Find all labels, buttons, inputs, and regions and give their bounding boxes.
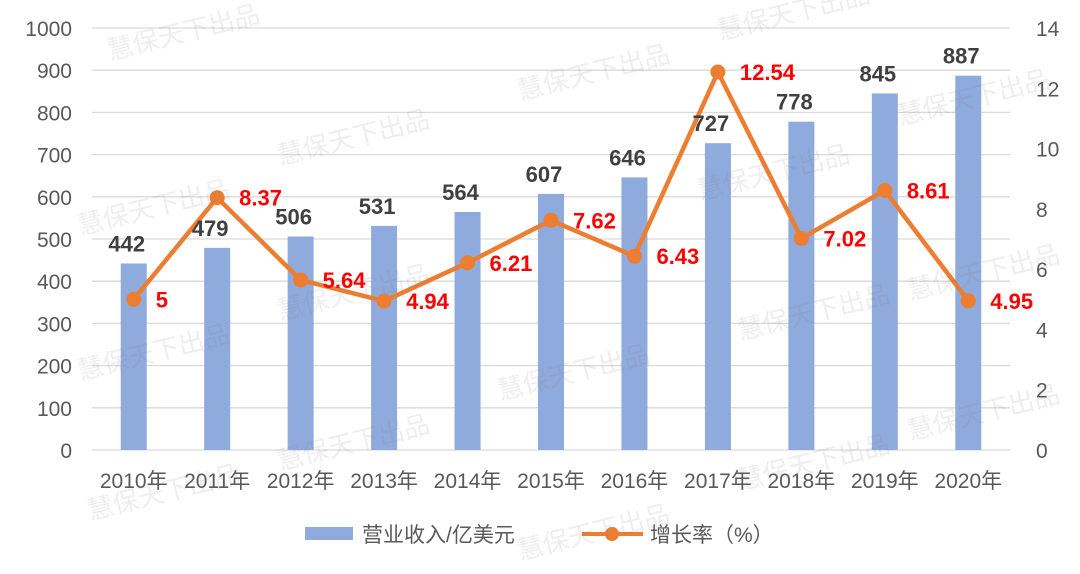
growth-point — [960, 293, 976, 309]
x-tick: 2014年 — [434, 470, 502, 493]
watermark-text: 慧保天下出品 — [514, 39, 673, 106]
bar-value-label: 646 — [609, 145, 646, 170]
y-left-tick: 500 — [37, 229, 72, 252]
y-right-tick: 0 — [1036, 440, 1048, 463]
growth-value-label: 8.61 — [907, 178, 950, 203]
x-tick: 2011年 — [184, 470, 250, 493]
growth-value-label: 6.21 — [490, 251, 533, 276]
x-tick: 2010年 — [100, 470, 168, 493]
growth-point — [376, 293, 392, 309]
bar — [955, 75, 982, 450]
bar-value-label: 564 — [442, 180, 479, 205]
line-data-labels: 5 8.37 5.64 4.94 6.21 7.62 6.43 12.54 7.02 8.61 4.… — [156, 60, 1033, 314]
bar-data-labels: 442 479 506 531 564 607 646 727 778 845 887 — [108, 44, 979, 257]
y-left-tick: 900 — [37, 60, 72, 83]
y-left-tick: 1000 — [25, 18, 72, 41]
growth-value-label: 6.43 — [656, 244, 699, 269]
watermark-text: 慧保天下出品 — [104, 0, 263, 66]
y-left-tick: 200 — [37, 356, 72, 379]
watermark-text: 慧保天下出品 — [274, 104, 433, 171]
bar — [621, 177, 648, 450]
x-tick: 2020年 — [934, 470, 1002, 493]
y-right-tick: 12 — [1036, 78, 1059, 101]
growth-point — [126, 291, 142, 307]
y-right-tick: 8 — [1036, 199, 1048, 222]
y-right-tick: 14 — [1036, 18, 1060, 41]
bar — [788, 121, 815, 451]
watermark-text: 慧保天下出品 — [904, 379, 1063, 446]
growth-point — [877, 182, 893, 198]
bar — [371, 225, 398, 450]
x-tick: 2012年 — [267, 470, 335, 493]
y-right-tick: 10 — [1036, 139, 1059, 162]
legend-line-marker — [605, 527, 619, 541]
bar-value-label: 778 — [776, 90, 813, 115]
x-tick: 2017年 — [684, 470, 752, 493]
bar-value-label: 479 — [192, 216, 229, 241]
growth-value-label: 12.54 — [740, 60, 796, 85]
legend-line-label: 增长率（%） — [650, 524, 774, 547]
x-axis-ticks: 2010年 2011年 2012年 2013年 2014年 2015年 2016年 2017年… — [100, 470, 1002, 493]
x-tick: 2016年 — [601, 470, 669, 493]
right-y-axis-ticks: 0 2 4 6 8 10 12 14 — [1036, 18, 1060, 463]
growth-line — [126, 64, 976, 309]
bar-value-label: 887 — [943, 44, 980, 69]
bar-value-label: 845 — [859, 61, 896, 86]
x-tick: 2019年 — [851, 470, 919, 493]
x-tick: 2018年 — [768, 470, 836, 493]
growth-point — [710, 64, 726, 80]
watermark-text: 慧保天下出品 — [84, 459, 243, 526]
y-left-tick: 300 — [37, 313, 72, 336]
y-left-tick: 600 — [37, 187, 72, 210]
bar — [454, 211, 481, 450]
bar-value-label: 442 — [108, 231, 145, 256]
x-tick: 2015年 — [517, 470, 585, 493]
growth-point — [293, 272, 309, 288]
legend-bar-swatch — [305, 527, 353, 540]
growth-value-label: 7.62 — [573, 208, 616, 233]
bar-value-label: 727 — [693, 111, 730, 136]
y-right-tick: 6 — [1036, 259, 1048, 282]
x-tick: 2013年 — [350, 470, 418, 493]
y-right-tick: 2 — [1036, 380, 1048, 403]
growth-point — [460, 255, 476, 271]
bar — [538, 193, 564, 450]
bar-value-label: 607 — [526, 162, 563, 187]
growth-value-label: 5 — [156, 287, 168, 312]
bar-value-label: 506 — [275, 204, 312, 229]
bar — [204, 247, 231, 450]
growth-value-label: 4.95 — [990, 289, 1033, 314]
y-left-tick: 0 — [60, 440, 72, 463]
y-left-tick: 100 — [37, 398, 72, 421]
growth-point — [543, 212, 559, 228]
growth-value-label: 7.02 — [823, 226, 866, 251]
y-right-tick: 4 — [1036, 319, 1048, 342]
revenue-bars — [120, 75, 982, 451]
watermark-text: 慧保天下出品 — [714, 0, 873, 46]
growth-value-label: 8.37 — [239, 186, 282, 211]
y-left-tick: 700 — [37, 145, 72, 168]
growth-value-label: 5.64 — [323, 268, 367, 293]
legend: 营业收入/亿美元 增长率（%） — [305, 524, 774, 547]
growth-point — [793, 230, 809, 246]
bar — [704, 143, 731, 450]
growth-point — [626, 248, 642, 264]
growth-point — [209, 190, 225, 206]
left-y-axis-ticks: 0 100 200 300 400 500 600 700 800 900 1000 — [25, 18, 72, 463]
growth-value-label: 4.94 — [406, 289, 450, 314]
watermark-text: 慧保天下出品 — [514, 499, 673, 566]
y-left-tick: 400 — [37, 271, 72, 294]
bar — [871, 93, 898, 450]
legend-bar-label: 营业收入/亿美元 — [362, 524, 515, 547]
bar-value-label: 531 — [359, 194, 396, 219]
y-left-tick: 800 — [37, 102, 72, 125]
